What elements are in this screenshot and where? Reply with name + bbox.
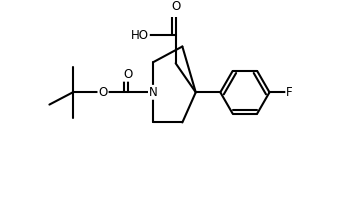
Text: O: O <box>123 68 132 81</box>
Text: N: N <box>149 86 158 99</box>
Text: O: O <box>171 0 180 13</box>
Text: F: F <box>286 86 293 99</box>
Text: O: O <box>98 86 108 99</box>
Text: HO: HO <box>131 29 149 42</box>
